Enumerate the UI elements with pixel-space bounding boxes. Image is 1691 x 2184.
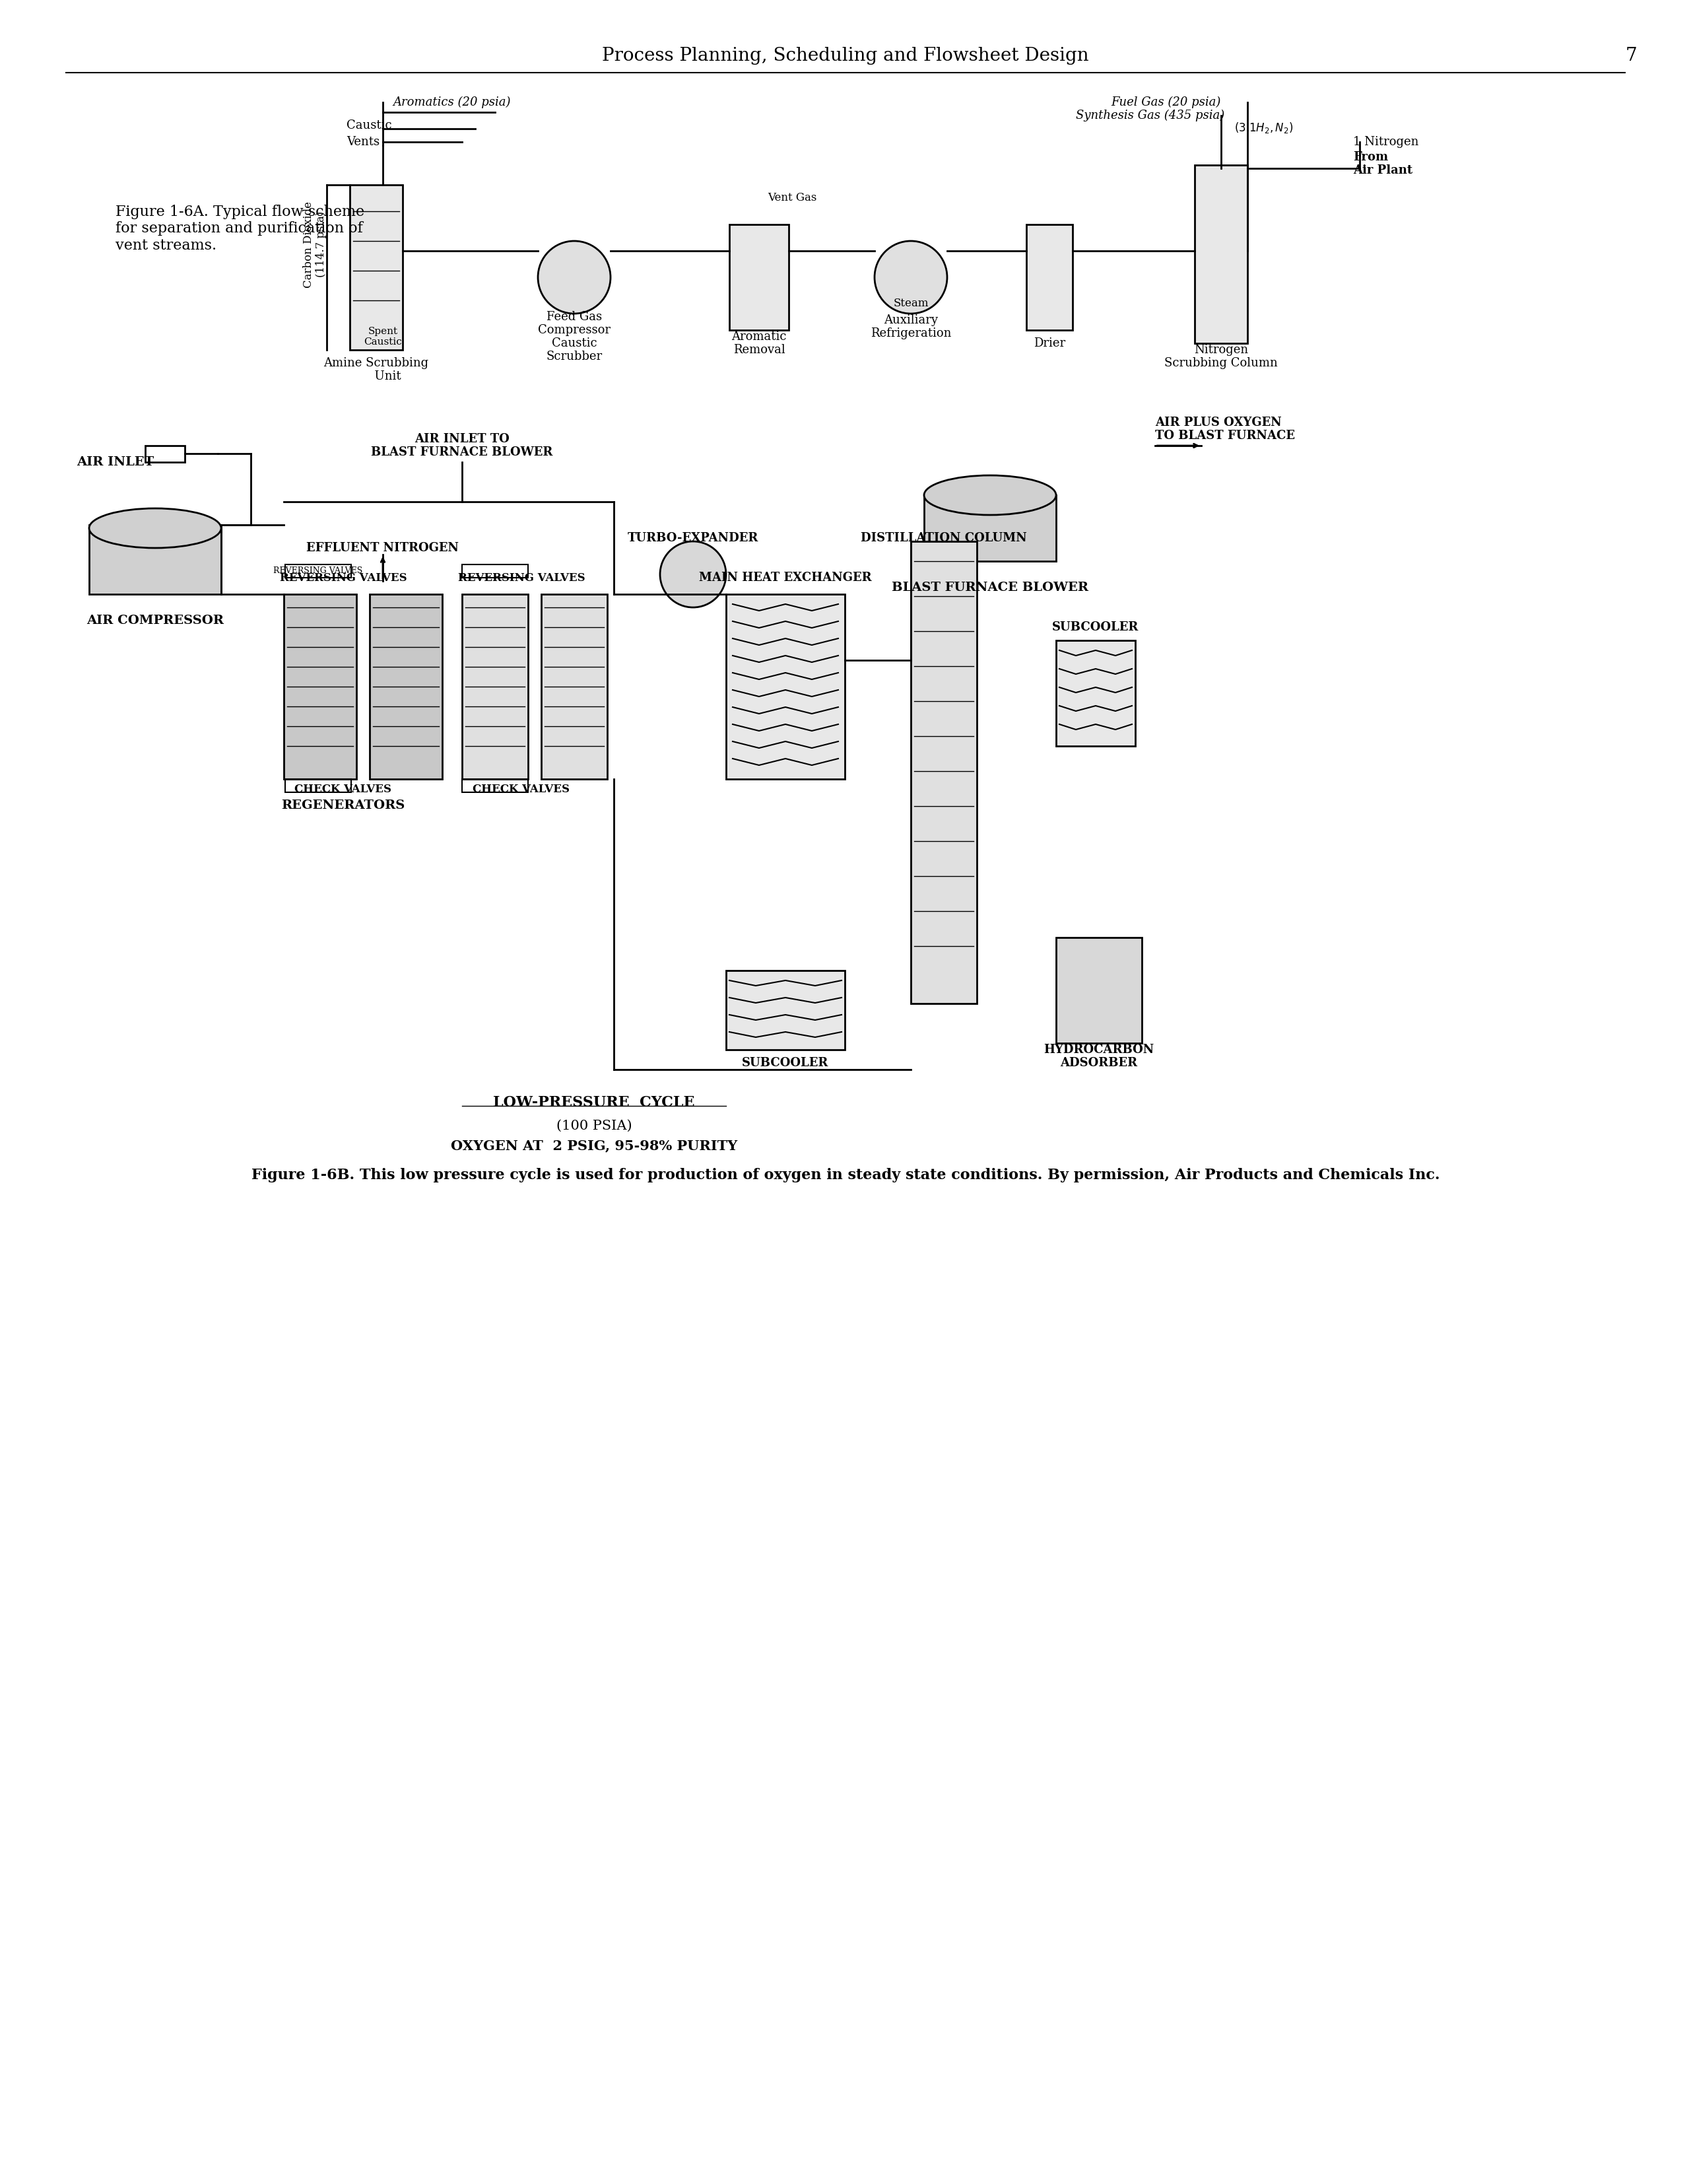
Text: Carbon Dioxide
(114.7 psia): Carbon Dioxide (114.7 psia) — [303, 201, 326, 288]
Text: Caustic
Scrubber: Caustic Scrubber — [546, 336, 602, 363]
Bar — [725, 594, 846, 780]
Bar — [145, 446, 184, 463]
Bar — [729, 225, 788, 330]
Text: DISTILLATION COLUMN: DISTILLATION COLUMN — [861, 533, 1026, 544]
Bar — [1194, 166, 1248, 343]
Text: Vents: Vents — [347, 135, 379, 149]
Text: REVERSING VALVES: REVERSING VALVES — [458, 572, 585, 583]
Bar — [350, 186, 402, 349]
Text: Vent Gas: Vent Gas — [768, 192, 817, 203]
Text: SUBCOOLER: SUBCOOLER — [742, 1057, 829, 1068]
Text: BLAST FURNACE BLOWER: BLAST FURNACE BLOWER — [891, 581, 1089, 594]
Text: Fuel Gas (20 psia): Fuel Gas (20 psia) — [1111, 96, 1221, 109]
Bar — [286, 563, 352, 579]
Text: Air Plant: Air Plant — [1353, 164, 1412, 177]
Bar — [923, 496, 1057, 561]
Text: REGENERATORS: REGENERATORS — [281, 799, 406, 812]
Bar — [541, 594, 607, 780]
Text: Spent
Caustic: Spent Caustic — [364, 328, 402, 347]
Bar — [90, 529, 222, 594]
Text: HYDROCARBON
ADSORBER: HYDROCARBON ADSORBER — [1043, 1044, 1155, 1070]
Text: REVERSING VALVES: REVERSING VALVES — [274, 568, 364, 574]
Text: SUBCOOLER: SUBCOOLER — [1052, 620, 1140, 633]
Text: Nitrogen
Scrubbing Column: Nitrogen Scrubbing Column — [1165, 343, 1278, 369]
Bar — [1057, 640, 1135, 747]
Text: Synthesis Gas (435 psia): Synthesis Gas (435 psia) — [1075, 109, 1224, 122]
Text: Aromatics (20 psia): Aromatics (20 psia) — [392, 96, 511, 109]
Text: Figure 1-6A. Typical flow scheme
for separation and purification of
vent streams: Figure 1-6A. Typical flow scheme for sep… — [115, 205, 365, 253]
Circle shape — [538, 240, 610, 314]
Text: Amine Scrubbing
      Unit: Amine Scrubbing Unit — [323, 356, 430, 382]
Bar — [286, 780, 352, 793]
Text: (100 PSIA): (100 PSIA) — [556, 1120, 632, 1131]
Bar — [725, 970, 846, 1051]
Text: AIR INLET TO
BLAST FURNACE BLOWER: AIR INLET TO BLAST FURNACE BLOWER — [370, 432, 553, 459]
Text: Drier: Drier — [1033, 336, 1065, 349]
Text: Figure 1-6B. This low pressure cycle is used for production of oxygen in steady : Figure 1-6B. This low pressure cycle is … — [252, 1168, 1439, 1182]
Text: $(3.1H_2,N_2)$: $(3.1H_2,N_2)$ — [1234, 120, 1294, 135]
Bar — [462, 563, 528, 579]
Text: AIR INLET: AIR INLET — [76, 456, 154, 467]
Text: TURBO-EXPANDER: TURBO-EXPANDER — [627, 533, 759, 544]
Text: CHECK VALVES: CHECK VALVES — [294, 784, 392, 795]
Text: CHECK VALVES: CHECK VALVES — [473, 784, 570, 795]
Text: AIR COMPRESSOR: AIR COMPRESSOR — [86, 614, 223, 627]
Ellipse shape — [90, 509, 222, 548]
Circle shape — [874, 240, 947, 314]
Text: 7: 7 — [1625, 48, 1637, 66]
Text: EFFLUENT NITROGEN: EFFLUENT NITROGEN — [306, 542, 458, 555]
Bar — [462, 594, 528, 780]
Bar — [462, 780, 528, 793]
Text: OXYGEN AT  2 PSIG, 95-98% PURITY: OXYGEN AT 2 PSIG, 95-98% PURITY — [451, 1138, 737, 1153]
Bar — [911, 542, 977, 1002]
Text: Steam: Steam — [893, 297, 928, 310]
Text: LOW-PRESSURE  CYCLE: LOW-PRESSURE CYCLE — [494, 1096, 695, 1109]
Text: Caustic: Caustic — [347, 120, 392, 131]
Bar — [1057, 937, 1141, 1044]
Text: AIR PLUS OXYGEN
TO BLAST FURNACE: AIR PLUS OXYGEN TO BLAST FURNACE — [1155, 417, 1295, 441]
Text: Auxiliary
Refrigeration: Auxiliary Refrigeration — [871, 314, 952, 341]
Ellipse shape — [923, 476, 1057, 515]
Text: From: From — [1353, 151, 1388, 164]
Text: 1 Nitrogen: 1 Nitrogen — [1353, 135, 1419, 149]
Text: MAIN HEAT EXCHANGER: MAIN HEAT EXCHANGER — [698, 572, 873, 583]
Text: Feed Gas
Compressor: Feed Gas Compressor — [538, 310, 610, 336]
Bar — [284, 594, 357, 780]
Text: REVERSING VALVES: REVERSING VALVES — [279, 572, 408, 583]
Circle shape — [659, 542, 725, 607]
Text: Process Planning, Scheduling and Flowsheet Design: Process Planning, Scheduling and Flowshe… — [602, 48, 1089, 66]
Bar — [1026, 225, 1072, 330]
Bar — [370, 594, 443, 780]
Text: Aromatic
Removal: Aromatic Removal — [732, 330, 786, 356]
